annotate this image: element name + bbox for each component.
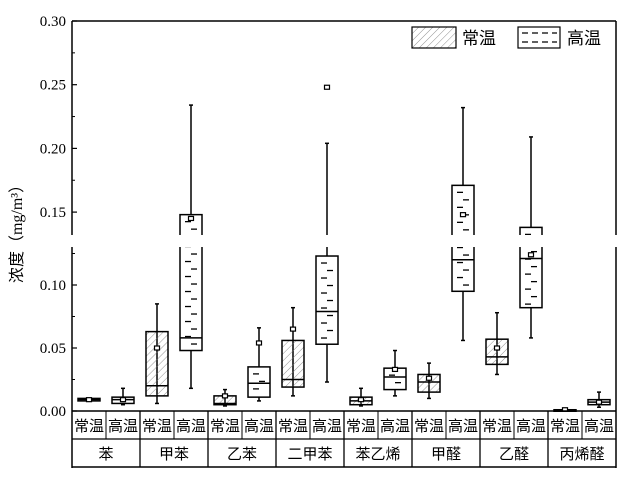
legend-swatch-high <box>517 26 561 49</box>
boxes <box>77 84 611 412</box>
group-label: 甲醛 <box>431 446 461 463</box>
mean-marker <box>85 397 93 403</box>
box-body <box>485 338 509 366</box>
condition-label: 高温 <box>380 418 410 435</box>
condition-label: 常温 <box>346 418 376 435</box>
condition-label: 常温 <box>210 418 240 435</box>
box-normal <box>281 306 305 397</box>
mean-marker <box>425 375 433 381</box>
mean-marker <box>563 400 568 404</box>
mean-marker <box>87 390 92 394</box>
mean-marker <box>153 345 161 351</box>
condition-label: 高温 <box>244 418 274 435</box>
condition-label: 常温 <box>142 418 172 435</box>
box-body <box>451 247 475 293</box>
mean-marker <box>529 243 534 247</box>
condition-label: 常温 <box>278 418 308 435</box>
mean-marker <box>255 340 263 346</box>
box-normal <box>554 400 576 404</box>
mean-marker <box>527 252 535 258</box>
mean-marker <box>493 345 501 351</box>
box-normal <box>145 303 169 405</box>
box-high <box>247 327 271 402</box>
legend-swatch-normal <box>411 26 457 49</box>
legend-swatch-high-dashes <box>522 32 557 43</box>
mean-marker <box>187 215 195 222</box>
mean-marker <box>325 97 330 101</box>
group-label: 苯 <box>98 446 113 463</box>
condition-label: 常温 <box>550 418 580 435</box>
box-normal <box>77 397 101 403</box>
mean-marker <box>391 366 399 373</box>
y-tick-label: 0.30 <box>40 14 66 30</box>
condition-label: 高温 <box>448 418 478 435</box>
box-body <box>78 390 100 393</box>
box-body <box>417 373 441 393</box>
box-high <box>451 247 475 342</box>
box-high <box>383 349 407 397</box>
box-high <box>519 247 543 339</box>
mean-marker <box>323 84 331 90</box>
box-high <box>323 84 331 235</box>
group-label: 乙苯 <box>227 446 257 463</box>
y-axis-label: 浓度（mg/m³） <box>8 177 26 283</box>
category-table: 常温 高温 常温 高温 常温 高温 常温 高温 常温 高温 常温 高温 常温 高温 常温 高温苯 甲苯 乙苯 二甲苯… <box>72 410 616 468</box>
box-normal <box>349 387 373 407</box>
box-normal <box>485 311 509 376</box>
group-label: 苯乙烯 <box>355 446 400 463</box>
axes: 0.15 0.20 0.25 0.30 0.00 0.05 0.10 <box>40 14 617 468</box>
legend-label-high: 高温 <box>567 29 601 48</box>
box-high <box>179 104 203 235</box>
legend: 常温 高温 <box>411 26 601 49</box>
box-normal <box>78 390 100 394</box>
box-body <box>179 213 203 235</box>
box-body <box>281 339 305 388</box>
box-normal <box>213 388 237 407</box>
y-tick-label: 0.20 <box>40 141 66 157</box>
y-tick-label: 0.25 <box>40 78 66 94</box>
box-body <box>179 247 203 352</box>
condition-label: 常温 <box>414 418 444 435</box>
box-high <box>451 106 475 235</box>
group-label: 丙烯醛 <box>559 446 604 463</box>
box-high <box>519 136 543 247</box>
box-high <box>179 247 203 390</box>
y-tick-label: 0.00 <box>40 404 66 420</box>
condition-label: 高温 <box>584 418 614 435</box>
box-high <box>315 97 339 383</box>
legend-label-normal: 常温 <box>462 29 496 48</box>
mean-marker <box>459 212 467 218</box>
box-high <box>111 387 135 406</box>
condition-label: 常温 <box>74 418 104 435</box>
condition-label: 高温 <box>312 418 342 435</box>
y-tick-label: 0.05 <box>40 341 66 357</box>
mean-marker <box>595 399 603 405</box>
group-label: 二甲苯 <box>287 446 332 463</box>
mean-marker <box>289 326 297 332</box>
mean-marker <box>357 397 365 403</box>
box-body <box>519 226 543 235</box>
box-high <box>587 391 611 408</box>
condition-label: 高温 <box>516 418 546 435</box>
box-normal <box>417 362 441 400</box>
condition-label: 高温 <box>108 418 138 435</box>
condition-label: 常温 <box>482 418 512 435</box>
mean-marker <box>221 393 229 399</box>
y-tick-label: 0.15 <box>40 205 66 221</box>
y-tick-label: 0.10 <box>40 278 66 294</box>
condition-label: 高温 <box>176 418 206 435</box>
box-body <box>554 402 576 404</box>
group-label: 乙醛 <box>499 446 529 463</box>
box-body <box>145 330 169 397</box>
mean-marker <box>119 397 127 403</box>
box-body <box>519 247 543 309</box>
group-label: 甲苯 <box>159 446 189 463</box>
